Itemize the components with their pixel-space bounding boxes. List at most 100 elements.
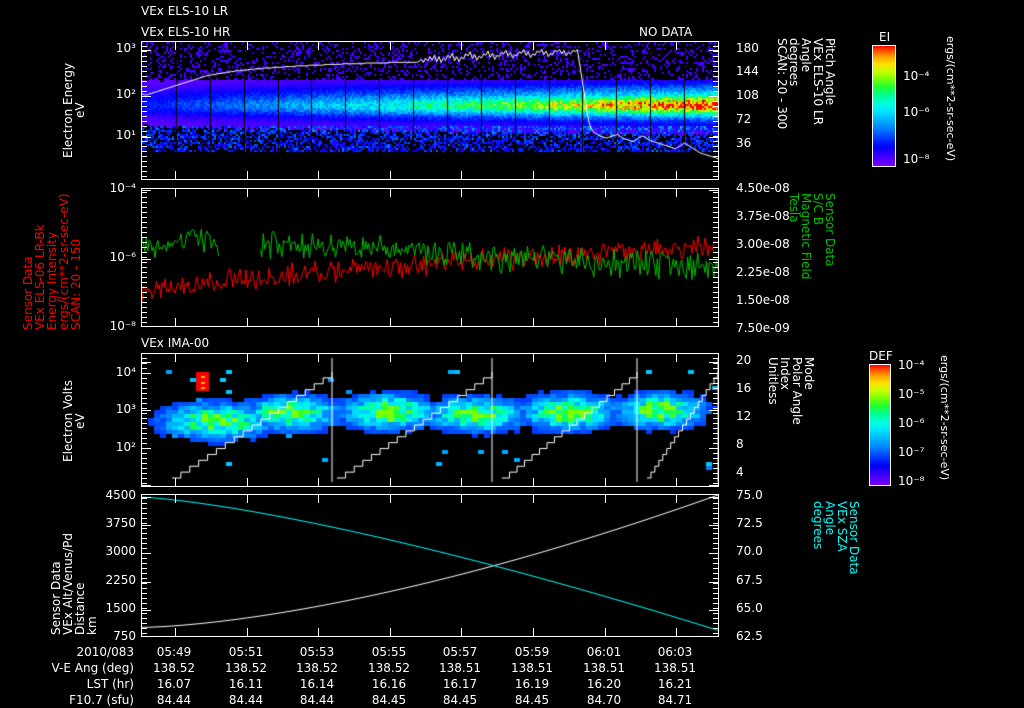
axis-tick-minor [142, 533, 147, 534]
panel-energy-intensity-bfield [141, 188, 719, 327]
axis-tick-minor [142, 518, 147, 519]
table-cell: 05:51 [228, 645, 264, 659]
axis-tick-minor [713, 136, 718, 137]
axis-tick-minor [142, 448, 147, 449]
axis-tick-minor [713, 237, 718, 238]
axis-tick-minor [713, 463, 718, 464]
axis-tick-minor [142, 76, 147, 77]
tick-label: 10³ [115, 41, 136, 55]
tick-label: 180 [736, 41, 759, 55]
axis-tick-minor [713, 408, 718, 409]
axis-tick-minor [142, 598, 147, 599]
axis-tick-minor [142, 192, 147, 193]
axis-tick [709, 610, 718, 611]
tick-label: 67.5 [736, 573, 763, 587]
axis-tick-minor [142, 101, 147, 102]
tick-label: 1500 [105, 601, 136, 615]
axis-tick-minor [142, 408, 147, 409]
axis-tick-x [175, 495, 176, 503]
axis-tick-minor [713, 453, 718, 454]
axis-tick-minor [142, 197, 147, 198]
axis-tick-minor [142, 478, 147, 479]
axis-tick-minor [142, 438, 147, 439]
axis-tick-minor [142, 573, 147, 574]
axis-tick-minor [713, 282, 718, 283]
table-cell: 05:59 [514, 645, 550, 659]
tick-label: 72 [736, 112, 752, 126]
axis-tick-x [533, 354, 534, 362]
axis-tick-minor [142, 568, 147, 569]
tick-label: 10⁻⁴ [898, 358, 925, 372]
axis-tick-minor [142, 66, 147, 67]
panel1-canvas [142, 42, 718, 179]
axis-tick-minor [713, 222, 718, 223]
axis-tick [709, 636, 718, 637]
axis-tick-minor [142, 633, 147, 634]
panel2-canvas [142, 189, 718, 326]
axis-tick-x [175, 42, 176, 50]
tick-label: 2250 [105, 573, 136, 587]
axis-tick-minor [142, 578, 147, 579]
axis-tick-minor [142, 423, 147, 424]
axis-tick-x [676, 42, 677, 50]
axis-tick-minor [713, 618, 718, 619]
axis-tick-minor [142, 373, 147, 374]
panel3-right-axis-label: Mode Polar Angle Index Unitless [766, 357, 816, 425]
axis-tick-minor [142, 403, 147, 404]
axis-tick-minor [713, 628, 718, 629]
table-cell: 16.21 [657, 677, 693, 691]
tick-label: 10⁻⁸ [903, 152, 930, 166]
axis-tick-minor [142, 46, 147, 47]
panel1-left-axis-label: Electron Energy eV [61, 62, 87, 158]
tick-label: 72.5 [736, 516, 763, 530]
axis-tick-minor [713, 171, 718, 172]
axis-tick-x [461, 171, 462, 179]
tick-label: 3.00e-08 [736, 237, 790, 251]
axis-tick-x [676, 478, 677, 486]
table-cell: 16.14 [299, 677, 335, 691]
axis-tick-minor [713, 76, 718, 77]
axis-tick-minor [713, 86, 718, 87]
axis-tick-minor [713, 292, 718, 293]
table-cell: 138.52 [368, 661, 410, 675]
axis-tick-minor [713, 252, 718, 253]
axis-tick-minor [142, 307, 147, 308]
axis-tick-minor [713, 192, 718, 193]
colorbar2 [869, 364, 891, 486]
tick-label: 75.0 [736, 488, 763, 502]
axis-tick-minor [713, 176, 718, 177]
table-cell: 16.07 [156, 677, 192, 691]
table-cell: 06:03 [657, 645, 693, 659]
title-els10-lr: VEx ELS-10 LR [141, 4, 229, 18]
axis-tick-minor [142, 61, 147, 62]
colorbar1-units: ergs/(cm**2-sr-sec-eV) [944, 36, 957, 162]
axis-tick-minor [713, 458, 718, 459]
axis-tick-minor [142, 86, 147, 87]
axis-tick-minor [713, 523, 718, 524]
axis-tick-minor [713, 563, 718, 564]
axis-tick-x [175, 354, 176, 362]
axis-tick-x [175, 171, 176, 179]
axis-tick-minor [713, 603, 718, 604]
axis-tick-minor [142, 548, 147, 549]
tick-label: 10⁻⁶ [109, 250, 136, 264]
axis-tick-minor [713, 156, 718, 157]
axis-tick-minor [713, 578, 718, 579]
table-cell: 06:01 [586, 645, 622, 659]
axis-tick-minor [713, 66, 718, 67]
axis-tick-minor [713, 368, 718, 369]
table-cell: 138.51 [439, 661, 481, 675]
axis-tick-minor [142, 121, 147, 122]
axis-tick-minor [142, 247, 147, 248]
axis-tick-x [390, 171, 391, 179]
axis-tick-minor [142, 563, 147, 564]
axis-tick-minor [713, 593, 718, 594]
axis-tick-minor [142, 151, 147, 152]
table-cell: 05:49 [156, 645, 192, 659]
axis-tick-x [676, 318, 677, 326]
axis-tick-minor [142, 508, 147, 509]
tick-label: 65.0 [736, 601, 763, 615]
axis-tick-minor [713, 71, 718, 72]
axis-tick-minor [142, 176, 147, 177]
table-cell: 138.51 [654, 661, 696, 675]
